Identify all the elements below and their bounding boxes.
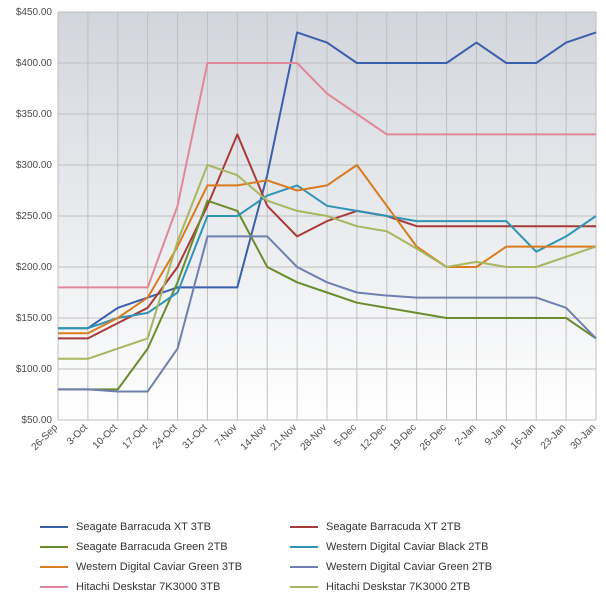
legend-label: Seagate Barracuda XT 2TB — [326, 521, 461, 533]
x-axis-label: 14-Nov — [239, 422, 270, 453]
x-axis-label: 2-Jan — [453, 422, 478, 447]
y-axis-label: $450.00 — [16, 7, 53, 18]
x-axis-label: 26-Sep — [30, 422, 61, 453]
legend-item: Western Digital Caviar Green 3TB — [40, 561, 290, 573]
legend-swatch — [40, 566, 68, 568]
x-axis-label: 12-Dec — [358, 422, 389, 453]
legend-item: Western Digital Caviar Green 2TB — [290, 561, 540, 573]
legend-swatch — [290, 546, 318, 548]
legend-swatch — [40, 586, 68, 588]
legend-swatch — [40, 546, 68, 548]
x-axis-label: 26-Dec — [418, 422, 449, 453]
legend-label: Seagate Barracuda Green 2TB — [76, 541, 228, 553]
legend-item: Seagate Barracuda XT 2TB — [290, 521, 540, 533]
x-axis-label: 30-Jan — [569, 422, 598, 451]
legend-swatch — [290, 586, 318, 588]
legend-label: Western Digital Caviar Green 2TB — [326, 561, 492, 573]
y-axis-label: $150.00 — [16, 313, 53, 324]
y-axis-label: $350.00 — [16, 109, 53, 120]
legend-swatch — [40, 526, 68, 528]
x-axis-label: 9-Jan — [483, 422, 508, 447]
x-axis-label: 19-Dec — [388, 422, 419, 453]
legend-item: Seagate Barracuda Green 2TB — [40, 541, 290, 553]
y-axis-label: $50.00 — [21, 415, 52, 426]
x-axis-label: 3-Oct — [65, 422, 90, 447]
line-chart: $50.00 $100.00 $150.00 $200.00 $250.00 $300.0… — [0, 0, 606, 507]
legend-item: Western Digital Caviar Black 2TB — [290, 541, 540, 553]
x-axis-label: 28-Nov — [299, 422, 330, 453]
legend-label: Western Digital Caviar Black 2TB — [326, 541, 488, 553]
legend-label: Hitachi Deskstar 7K3000 2TB — [326, 581, 470, 593]
y-axis-label: $400.00 — [16, 58, 53, 69]
legend-swatch — [290, 566, 318, 568]
legend-label: Western Digital Caviar Green 3TB — [76, 561, 242, 573]
x-axis-label: 16-Jan — [509, 422, 538, 451]
y-axis-label: $100.00 — [16, 364, 53, 375]
x-axis-label: 23-Jan — [539, 422, 568, 451]
x-axis-label: 5-Dec — [332, 422, 359, 449]
legend: Seagate Barracuda XT 3TB Seagate Barracud… — [0, 507, 606, 597]
x-axis-label: 31-Oct — [181, 422, 210, 451]
y-axis-label: $300.00 — [16, 160, 53, 171]
y-axis-label: $200.00 — [16, 262, 53, 273]
x-axis-label: 17-Oct — [121, 422, 150, 451]
legend-item: Hitachi Deskstar 7K3000 2TB — [290, 581, 540, 593]
legend-item: Hitachi Deskstar 7K3000 3TB — [40, 581, 290, 593]
x-axis-label: 7-Nov — [213, 422, 240, 449]
legend-swatch — [290, 526, 318, 528]
legend-item: Seagate Barracuda XT 3TB — [40, 521, 290, 533]
legend-label: Seagate Barracuda XT 3TB — [76, 521, 211, 533]
y-axis-label: $250.00 — [16, 211, 53, 222]
legend-label: Hitachi Deskstar 7K3000 3TB — [76, 581, 220, 593]
x-axis-label: 21-Nov — [269, 422, 300, 453]
x-axis-label: 24-Oct — [151, 422, 180, 451]
x-axis-label: 10-Oct — [91, 422, 120, 451]
